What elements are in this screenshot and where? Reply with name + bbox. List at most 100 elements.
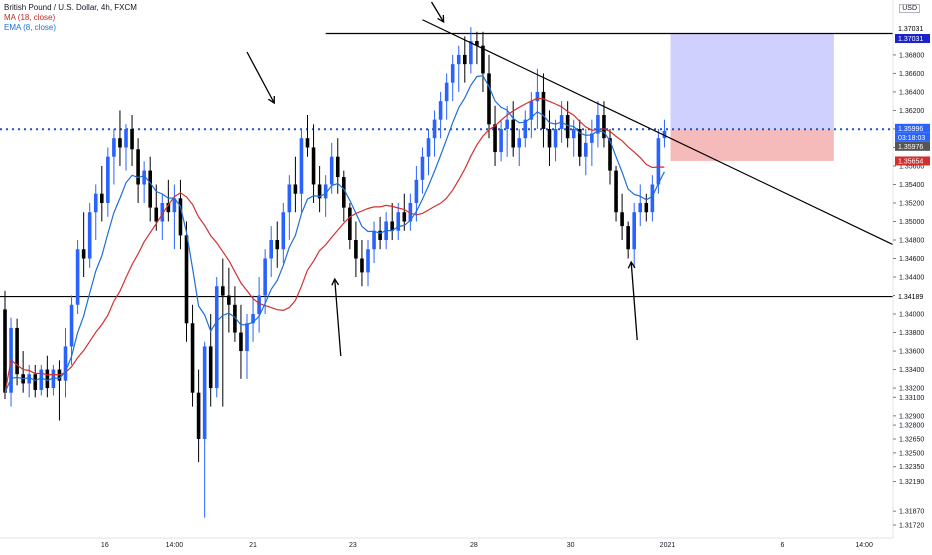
candle (354, 221, 358, 278)
resistance-label-bottom-bg (895, 34, 930, 44)
price-tick-label: 1.33200 (899, 386, 924, 393)
arrowhead-icon (437, 14, 445, 24)
candle-body (408, 202, 413, 222)
candle (444, 73, 449, 120)
candle (493, 105, 497, 166)
candle (269, 226, 273, 278)
candle-body (426, 138, 431, 157)
candle-body (360, 258, 364, 273)
candle (469, 27, 473, 74)
candle (3, 290, 7, 400)
price-tick-label: 1.33600 (899, 349, 924, 356)
candle-body (208, 346, 213, 389)
candle-body (372, 230, 376, 250)
candle (81, 212, 86, 278)
candle-body (469, 41, 473, 65)
price-tick-label: 1.34600 (899, 256, 924, 263)
price-tick-label: 1.33800 (899, 330, 924, 337)
candle-body (614, 170, 618, 213)
candle (438, 91, 443, 139)
currency-label: USD (899, 4, 920, 13)
arrow-shaft (630, 261, 638, 341)
candle (523, 110, 528, 148)
ema-legend: EMA (8, close) (4, 23, 57, 32)
candle (75, 239, 80, 315)
candle-body (571, 128, 576, 139)
candle (227, 267, 231, 333)
candle (124, 124, 128, 171)
candles (3, 27, 667, 518)
candle-body (39, 369, 44, 390)
candle (481, 31, 485, 92)
candle-body (87, 212, 92, 259)
candle (233, 286, 237, 342)
candle (299, 128, 304, 213)
candle (208, 314, 213, 407)
candle-body (51, 369, 56, 389)
candle-body (590, 133, 594, 143)
candle-body (178, 198, 183, 236)
candle-body (136, 149, 140, 185)
arrow-peak-1 (246, 51, 275, 105)
time-tick-label: 30 (567, 542, 575, 549)
candle-body (329, 156, 334, 185)
arrow-trough-2 (627, 260, 638, 341)
candle-body (499, 128, 503, 153)
candle (214, 277, 219, 398)
candle-body (541, 91, 546, 129)
candle (257, 277, 261, 333)
target-zone (670, 33, 834, 130)
price-tick-label: 1.35400 (899, 182, 924, 189)
candle (342, 170, 346, 222)
candle (69, 295, 74, 365)
candle (553, 119, 558, 162)
candle-body (656, 138, 661, 185)
candle (402, 193, 407, 231)
candle-body (305, 138, 310, 148)
candle-body (650, 184, 655, 213)
price-tick-label: 1.31720 (899, 523, 924, 530)
candle (456, 45, 461, 92)
arrowhead-icon (268, 95, 275, 105)
candle-body (523, 119, 528, 139)
candle-body (293, 184, 298, 194)
candle (130, 115, 134, 166)
candle (136, 138, 140, 203)
candle (571, 119, 576, 157)
price-tick-label: 1.34400 (899, 275, 924, 282)
candle-body (638, 202, 643, 213)
candle-body (565, 115, 570, 139)
current-price-label-bg (895, 123, 930, 133)
candle-body (620, 212, 624, 227)
candle-body (281, 212, 286, 250)
candle (221, 258, 225, 407)
entry-price-label-bg (895, 141, 930, 151)
support-price-label-text: 1.34189 (898, 294, 923, 301)
candle-body (263, 258, 267, 296)
candle-body (124, 128, 128, 148)
candle (499, 119, 503, 162)
resistance-label-top-text: 1.37031 (898, 26, 923, 33)
stop-price-label: 1.35654 (895, 156, 930, 166)
time-tick-label: 21 (249, 542, 257, 549)
candle (396, 202, 401, 240)
candle (614, 165, 618, 222)
arrow-shaft (430, 1, 445, 23)
candle (51, 364, 56, 396)
candle-body (402, 212, 407, 222)
candle (565, 101, 570, 148)
candle-body (323, 184, 328, 199)
candle (608, 128, 612, 185)
chart-legend: British Pound / U.S. Dollar, 4h, FXCM MA… (4, 3, 137, 33)
candle-body (93, 193, 98, 213)
candle (602, 101, 606, 148)
candle (251, 295, 255, 342)
candle-body (233, 304, 237, 333)
current-price-label: 1.35996 (895, 123, 930, 133)
candle-body (257, 295, 261, 315)
candle (196, 369, 201, 463)
candle-body (251, 314, 255, 324)
candle (584, 128, 588, 176)
